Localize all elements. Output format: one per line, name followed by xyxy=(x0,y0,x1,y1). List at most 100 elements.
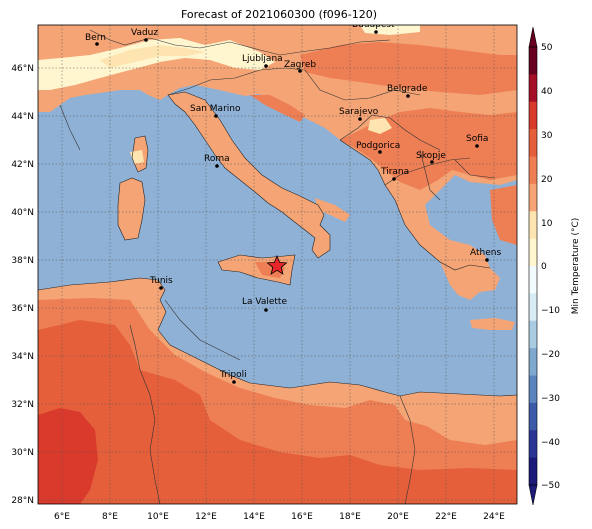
coastlines xyxy=(38,91,517,397)
lat-tick: 28°N xyxy=(11,496,34,506)
colorbar-tick: 0 xyxy=(541,262,547,272)
africa-hot-zone xyxy=(38,320,517,504)
city-dot-belgrade xyxy=(406,94,410,98)
city-dot-ljubljana xyxy=(264,64,268,68)
africa-libya-light xyxy=(420,400,517,445)
colorbar-tick: 40 xyxy=(541,87,553,97)
city-label-la-valette: La Valette xyxy=(242,297,287,307)
colorbar-bottom-arrow xyxy=(528,484,538,506)
colorbar-level xyxy=(529,101,537,130)
lon-tick: 24°E xyxy=(483,512,505,522)
lat-tick: 40°N xyxy=(11,208,34,218)
city-dot-roma xyxy=(215,164,219,168)
city-label-budapest: Budapest xyxy=(352,20,395,30)
colorbar-level xyxy=(529,129,537,157)
colorbar-level xyxy=(529,402,537,431)
turkey-warm-zone xyxy=(490,185,517,245)
crete-land xyxy=(470,318,515,330)
lat-ticks: 46°N 44°N 42°N 40°N 38°N 36°N 34°N 32°N … xyxy=(11,64,34,506)
lat-tick: 42°N xyxy=(11,160,34,170)
city-label-tirana: Tirana xyxy=(380,167,409,177)
colorbar-level xyxy=(529,211,537,240)
colorbar-tick: −30 xyxy=(541,394,560,404)
city-dot-budapest xyxy=(374,30,378,34)
city-dot-la-valette xyxy=(264,308,268,312)
city-label-skopje: Skopje xyxy=(416,151,446,161)
city-dot-zagreb xyxy=(298,69,302,73)
map-area: Bern Vaduz Budapest Ljubljana Zagreb Bel… xyxy=(38,20,517,504)
lon-tick: 10°E xyxy=(147,512,169,522)
greece-land xyxy=(440,262,500,300)
star-marker xyxy=(266,254,288,275)
colorbar-tick: −20 xyxy=(541,350,560,360)
lon-tick: 16°E xyxy=(291,512,313,522)
colorbar-level xyxy=(529,183,537,212)
colorbar-tick: −10 xyxy=(541,306,560,316)
city-label-ljubljana: Ljubljana xyxy=(242,54,283,64)
colorbar-tick: 50 xyxy=(541,43,553,53)
city-dot-sofia xyxy=(475,144,479,148)
lat-tick: 38°N xyxy=(11,256,34,266)
italy-land xyxy=(168,92,330,258)
lat-tick: 34°N xyxy=(11,352,34,362)
city-label-tripoli: Tripoli xyxy=(219,370,247,380)
colorbar-label: Min Temperature (°C) xyxy=(571,218,581,315)
city-dot-podgorica xyxy=(378,150,382,154)
map-frame xyxy=(37,24,518,505)
colorbar-level xyxy=(529,74,537,103)
city-label-tunis: Tunis xyxy=(149,276,173,286)
colorbar-frame xyxy=(528,46,538,486)
colorbar-ticks: 50 40 30 20 10 0 −10 −20 −30 −40 −50 xyxy=(541,43,560,491)
city-label-san-marino: San Marino xyxy=(190,104,241,114)
colorbar-level xyxy=(529,430,537,459)
colorbar-level xyxy=(529,375,537,404)
city-dot-athens xyxy=(485,258,489,262)
city-label-sofia: Sofia xyxy=(466,134,488,144)
colorbar-level xyxy=(529,47,537,75)
colorbar-level xyxy=(529,266,537,294)
city-label-roma: Roma xyxy=(204,154,230,164)
city-dot-skopje xyxy=(430,160,434,164)
africa-hottest-zone xyxy=(38,408,98,504)
city-label-belgrade: Belgrade xyxy=(387,84,428,94)
lat-tick: 44°N xyxy=(11,112,34,122)
lon-tick: 14°E xyxy=(243,512,265,522)
sardinia-land xyxy=(118,178,145,240)
lon-tick: 6°E xyxy=(54,512,70,522)
lat-tick: 46°N xyxy=(11,64,34,74)
colorbar-tick: 10 xyxy=(541,219,553,229)
lon-tick: 18°E xyxy=(339,512,361,522)
colorbar-level xyxy=(529,320,537,349)
colorbar-top-arrow xyxy=(528,26,538,48)
lat-tick: 32°N xyxy=(11,400,34,410)
lat-tick: 36°N xyxy=(11,304,34,314)
italy-heel xyxy=(315,198,350,222)
lon-tick: 12°E xyxy=(195,512,217,522)
lon-tick: 20°E xyxy=(387,512,409,522)
city-dot-san-marino xyxy=(214,114,218,118)
alps-cool-zone xyxy=(38,38,275,90)
city-dot-sarajevo xyxy=(358,117,362,121)
lat-tick: 30°N xyxy=(11,448,34,458)
colorbar-tick: 20 xyxy=(541,175,553,185)
alps-cold-zone xyxy=(100,45,205,68)
adriatic-coast-warm xyxy=(250,95,305,122)
city-markers: Bern Vaduz Budapest Ljubljana Zagreb Bel… xyxy=(85,20,501,384)
city-label-athens: Athens xyxy=(470,248,501,258)
city-dot-bern xyxy=(95,42,99,46)
country-borders xyxy=(59,29,496,504)
colorbar: 50 40 30 20 10 0 −10 −20 −30 −40 −50 Min… xyxy=(528,26,581,506)
city-label-podgorica: Podgorica xyxy=(356,141,400,151)
city-dot-tirana xyxy=(392,177,396,181)
colorbar-level xyxy=(529,238,537,267)
colorbar-level xyxy=(529,457,537,486)
lon-tick: 8°E xyxy=(102,512,118,522)
lon-ticks: 6°E 8°E 10°E 12°E 14°E 16°E 18°E 20°E 22… xyxy=(54,512,505,522)
colorbar-level xyxy=(529,156,537,185)
city-dot-vaduz xyxy=(144,38,148,42)
colorbar-tick: −50 xyxy=(541,481,560,491)
pannonia-warm-zone xyxy=(300,42,517,95)
colorbar-tick: 30 xyxy=(541,131,553,141)
city-label-zagreb: Zagreb xyxy=(284,60,316,70)
